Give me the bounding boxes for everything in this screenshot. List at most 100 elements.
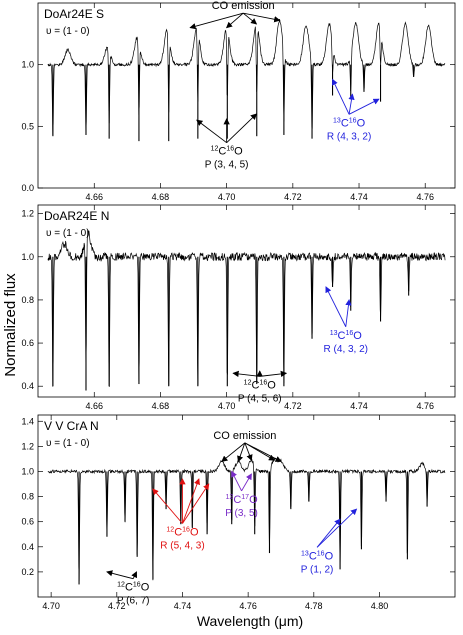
annotation-arrow [231,470,242,492]
y-tick-label: 0.0 [21,183,34,193]
y-tick-label: 0.2 [21,567,34,577]
panel-1: 4.66 4.68 4.70 4.72 4.74 4.76 0.0 0.5 1.0 DoAr24E… [21,0,456,202]
x-tick-label: 4.66 [85,401,103,411]
annotation-text: CO emission [212,0,275,12]
x-tick-label: 4.70 [218,401,236,411]
transition-label: P (3, 5) [225,508,258,519]
annotation-13c16o-v: 13C16O P (1, 2) [301,508,358,575]
transition-label: R (4, 3, 2) [327,131,371,142]
x-tick-label: 4.72 [108,601,126,611]
annotation-12c16o: 12C16O P (3, 4, 5) [196,113,258,171]
y-tick-label: 0.4 [21,381,34,391]
y-tick-label: 0.6 [21,338,34,348]
y-tick-label: 1.2 [21,441,34,451]
x-tick-label: 4.78 [305,601,323,611]
annotation-arrow [316,508,358,548]
annotation-12c16o-red: 12C16O R (5, 4, 3) [152,478,210,551]
spectrum-line [47,230,446,387]
transition-label: P (1, 2) [301,564,334,575]
annotation-arrow [242,12,258,25]
plot-frame [37,204,456,398]
x-tick-label: 4.76 [416,401,434,411]
isotope-label: 13C16O [330,330,363,342]
panel-title: V V CrA N [44,419,99,433]
isotope-label: 12C16O [244,379,277,391]
y-tick-label: 1.2 [21,209,34,219]
y-axis-label: Normalized flux [2,273,19,377]
panel-transition: υ = (1 - 0) [46,228,90,239]
annotation-13c16o: 13C16O R (4, 3, 2) [327,78,380,142]
annotation-12c16o-v: 12C16O P (6, 7) [106,570,150,607]
isotope-label: 12C16O [166,526,199,538]
annotation-13c16o-n: 13C16O R (4, 3, 2) [324,286,368,355]
annotation-arrow [244,442,253,462]
annotation-arrow [232,370,260,378]
x-tick-label: 4.70 [218,192,236,202]
isotope-label: 12C17O [226,494,259,506]
annotation-arrow [345,299,352,327]
annotation-arrow [152,488,183,524]
annotation-arrow [226,113,258,144]
plot-frame [37,414,456,598]
x-tick-label: 4.72 [284,192,302,202]
annotation-arrow [225,12,244,29]
isotope-label: 12C16O [211,146,244,158]
transition-label: R (4, 3, 2) [324,344,368,355]
transition-label: P (6, 7) [117,596,150,607]
spectrum-line [47,457,446,582]
x-tick-label: 4.74 [350,192,368,202]
transition-label: P (4, 5, 6) [238,393,282,404]
annotation-arrow [182,478,200,524]
y-tick-label: 1.0 [21,60,34,70]
y-tick-label: 0.6 [21,517,34,527]
x-tick-label: 4.76 [416,192,434,202]
y-tick-label: 1.0 [21,466,34,476]
annotation-arrow [348,98,380,115]
annotation-arrow [221,442,246,463]
x-tick-label: 4.68 [152,192,170,202]
panel-2: 4.66 4.68 4.70 4.72 4.74 4.76 0.4 0.6 0.8 1.0 1.2 D… [21,204,456,411]
annotation-12c16o-n: 12C16O P (4, 5, 6) [232,370,288,404]
annotation-co-emission: CO emission [189,0,281,30]
annotation-arrow [243,12,281,23]
annotation-arrow [332,78,350,115]
x-tick-label: 4.74 [350,401,368,411]
y-tick-label: 1.4 [21,416,34,426]
panel-transition: υ = (1 - 0) [46,26,90,37]
panel-3: 4.70 4.72 4.74 4.76 4.78 4.80 0.2 0.4 0.6 0.8 1.0 1… [21,414,456,611]
annotation-arrow [244,442,282,462]
x-tick-label: 4.80 [371,601,389,611]
transition-label: P (3, 4, 5) [205,160,249,171]
isotope-label: 13C16O [333,117,366,129]
annotation-arrow [189,12,244,30]
x-axis-label: Wavelength (μm) [197,613,303,629]
annotation-text: CO emission [213,430,276,442]
y-tick-label: 0.4 [21,542,34,552]
annotation-arrow [131,571,138,579]
y-tick-label: 0.5 [21,121,34,131]
transition-label: R (5, 4, 3) [160,540,204,551]
y-tick-label: 0.8 [21,492,34,502]
x-tick-label: 4.70 [42,601,60,611]
annotation-arrow [106,570,134,580]
x-tick-label: 4.74 [174,601,192,611]
x-tick-label: 4.76 [239,601,257,611]
annotation-arrow [348,93,355,115]
x-tick-label: 4.68 [152,401,170,411]
y-tick-label: 0.8 [21,295,34,305]
annotation-arrow [259,370,288,378]
annotation-arrow [241,473,252,492]
panel-title: DoAR24E N [44,209,109,223]
annotation-arrow [325,286,347,327]
plot-frame [37,2,456,189]
x-tick-label: 4.66 [85,192,103,202]
annotation-arrow [316,518,341,548]
isotope-label: 13C16O [301,550,334,562]
spectrum-line [47,18,446,136]
annotation-12c17o: 12C17O P (3, 5) [225,470,259,519]
annotation-arrow [182,483,210,524]
annotation-arrow [196,119,227,144]
panel-title: DoAr24E S [44,7,104,21]
annotation-arrow [237,442,246,463]
